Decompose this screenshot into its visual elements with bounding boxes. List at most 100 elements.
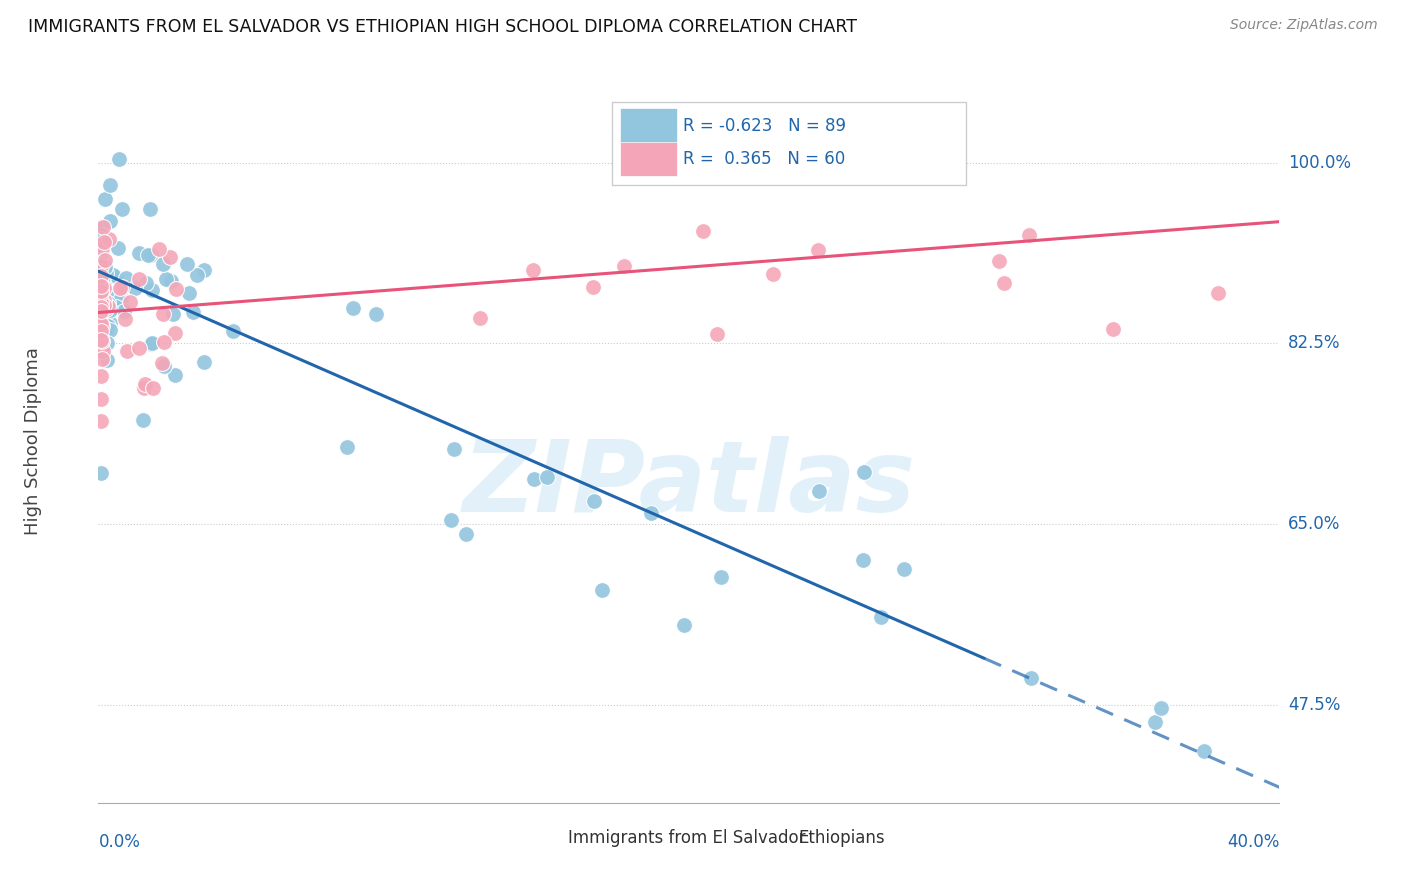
Point: [91, 241, 114, 255]
Point: [808, 484, 831, 499]
Point: [364, 306, 387, 320]
Point: [177, 286, 200, 301]
Point: [103, 291, 125, 305]
Point: [97, 319, 120, 334]
Point: [90, 302, 112, 317]
Point: [163, 368, 186, 383]
Point: [97, 300, 120, 314]
Point: [128, 245, 150, 260]
Point: [90, 268, 112, 283]
Point: [523, 472, 546, 486]
Point: [90, 279, 112, 293]
Point: [612, 260, 634, 274]
Point: [706, 327, 728, 342]
Point: [90, 414, 112, 428]
Point: [162, 308, 184, 322]
Point: [136, 248, 159, 262]
Point: [443, 442, 465, 456]
Point: [98, 316, 121, 330]
FancyBboxPatch shape: [762, 828, 796, 848]
Point: [90, 332, 112, 346]
Point: [193, 263, 215, 277]
Point: [90, 227, 112, 242]
Point: [90, 324, 112, 338]
Point: [98, 178, 121, 192]
Point: [150, 356, 173, 370]
Point: [91, 331, 114, 345]
Text: Ethiopians: Ethiopians: [799, 830, 886, 847]
Point: [181, 304, 204, 318]
Point: [94, 266, 117, 280]
Point: [1192, 744, 1215, 758]
Point: [93, 281, 115, 295]
Point: [90, 297, 112, 311]
FancyBboxPatch shape: [612, 102, 966, 185]
Point: [108, 301, 131, 316]
Point: [132, 381, 155, 395]
Point: [193, 354, 215, 368]
Text: IMMIGRANTS FROM EL SALVADOR VS ETHIOPIAN HIGH SCHOOL DIPLOMA CORRELATION CHART: IMMIGRANTS FROM EL SALVADOR VS ETHIOPIAN…: [28, 18, 858, 36]
Point: [108, 281, 131, 295]
Point: [90, 286, 112, 301]
Point: [159, 250, 181, 264]
Point: [139, 248, 162, 262]
Point: [993, 276, 1015, 290]
Point: [710, 570, 733, 584]
Point: [90, 219, 112, 234]
Text: 40.0%: 40.0%: [1227, 833, 1279, 851]
Point: [90, 265, 112, 279]
Point: [111, 280, 134, 294]
Point: [153, 359, 176, 373]
Point: [94, 260, 117, 274]
Text: Source: ZipAtlas.com: Source: ZipAtlas.com: [1230, 18, 1378, 32]
Point: [134, 376, 156, 391]
Point: [90, 318, 112, 333]
Point: [90, 292, 112, 306]
Point: [90, 260, 112, 274]
Text: 100.0%: 100.0%: [1288, 153, 1351, 172]
Point: [90, 317, 112, 331]
Point: [591, 582, 613, 597]
Point: [90, 318, 112, 332]
Point: [159, 274, 181, 288]
Point: [155, 271, 177, 285]
Point: [1143, 715, 1166, 730]
Point: [90, 313, 112, 327]
Text: High School Diploma: High School Diploma: [24, 348, 42, 535]
Point: [176, 257, 198, 271]
Point: [97, 295, 120, 310]
Point: [522, 262, 544, 277]
Point: [870, 609, 893, 624]
Point: [1019, 671, 1042, 685]
Point: [186, 268, 208, 282]
Point: [98, 303, 121, 318]
Point: [98, 214, 121, 228]
Point: [152, 257, 174, 271]
Point: [110, 291, 132, 305]
Point: [90, 245, 112, 260]
Point: [90, 368, 112, 383]
Point: [115, 344, 138, 359]
Point: [141, 283, 163, 297]
Point: [139, 337, 162, 351]
Point: [90, 351, 112, 366]
Point: [135, 276, 157, 290]
Point: [1206, 286, 1229, 301]
Point: [114, 271, 136, 285]
Text: ZIPatlas: ZIPatlas: [463, 436, 915, 533]
Text: 47.5%: 47.5%: [1288, 696, 1340, 714]
Point: [852, 466, 875, 480]
FancyBboxPatch shape: [620, 142, 678, 177]
Text: R = -0.623   N = 89: R = -0.623 N = 89: [683, 117, 846, 135]
Point: [1150, 700, 1173, 714]
Point: [96, 335, 118, 350]
Point: [90, 284, 112, 298]
Point: [128, 271, 150, 285]
Point: [90, 268, 112, 283]
Point: [152, 307, 174, 321]
Point: [141, 335, 163, 350]
Point: [128, 341, 150, 355]
Text: 0.0%: 0.0%: [98, 833, 141, 851]
Point: [583, 494, 606, 508]
Point: [120, 294, 142, 309]
